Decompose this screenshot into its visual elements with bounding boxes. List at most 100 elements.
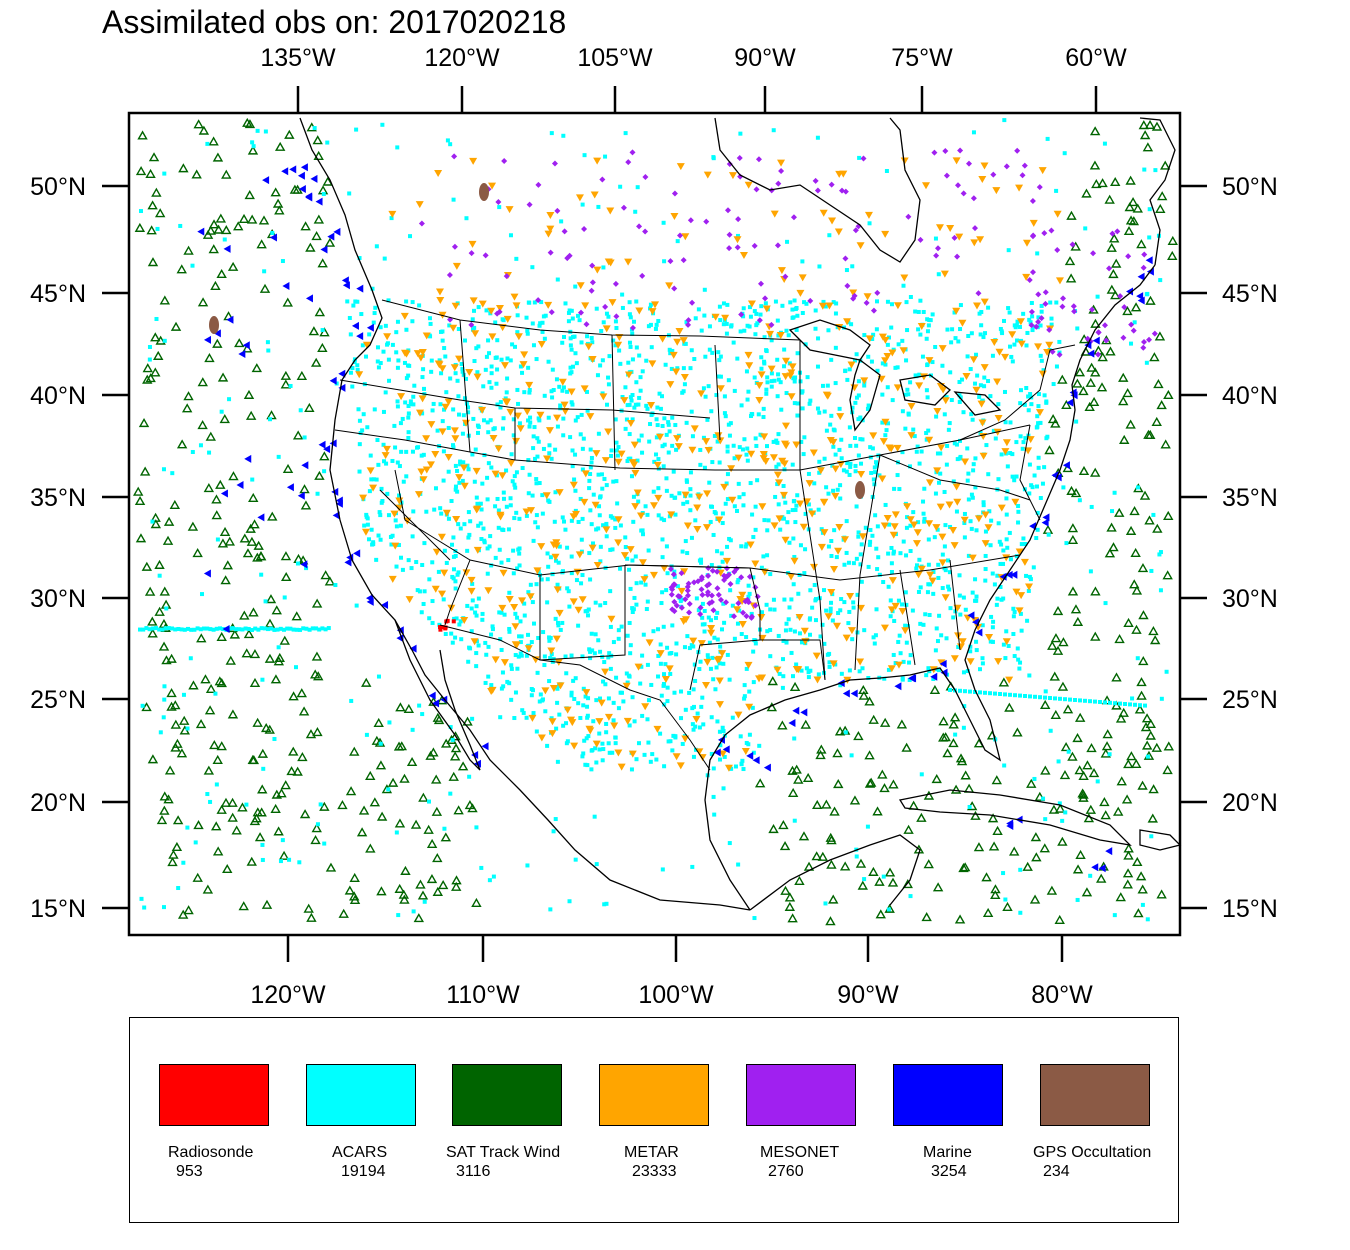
acars-point: [411, 909, 416, 914]
acars-point: [712, 433, 717, 438]
acars-point: [723, 501, 728, 506]
acars-point: [875, 567, 880, 572]
mesonet-point: [1003, 163, 1010, 170]
acars-point: [549, 716, 554, 721]
acars-point: [973, 381, 978, 386]
metar-point: [661, 675, 670, 683]
sat-track-wind-point: [241, 648, 252, 658]
sat-track-wind-point: [887, 877, 899, 887]
acars-point: [825, 383, 830, 388]
acars-point: [808, 588, 813, 593]
marine-point: [238, 350, 246, 359]
acars-point: [578, 715, 583, 720]
acars-point: [908, 523, 913, 528]
metar-point: [615, 334, 624, 342]
sat-track-wind-point: [215, 213, 227, 223]
sat-track-wind-point: [1050, 418, 1061, 428]
metar-point: [359, 494, 368, 502]
mesonet-point: [677, 232, 684, 239]
acars-point: [176, 886, 181, 891]
acars-point: [966, 497, 971, 502]
acars-point: [707, 347, 712, 352]
metar-point: [650, 502, 659, 510]
acars-point: [568, 365, 573, 370]
acars-point: [1004, 629, 1009, 634]
acars-point: [732, 636, 737, 641]
acars-point: [278, 859, 283, 864]
acars-point: [190, 449, 195, 454]
acars-point: [800, 406, 805, 411]
acars-point: [435, 428, 440, 433]
acars-point: [744, 542, 749, 547]
sat-track-wind-point: [833, 778, 844, 789]
acars-point: [1095, 779, 1100, 784]
acars-point: [618, 184, 623, 189]
acars-point: [442, 548, 447, 553]
acars-point: [611, 338, 616, 343]
acars-point: [530, 600, 535, 605]
acars-point: [736, 481, 741, 486]
acars-point: [417, 589, 422, 594]
acars-point: [227, 397, 232, 402]
acars-point: [710, 655, 715, 660]
acars-point: [490, 627, 495, 632]
acars-point: [706, 615, 711, 620]
acars-point: [846, 621, 851, 626]
metar-point: [823, 392, 832, 400]
metar-point: [926, 571, 935, 579]
sat-track-wind-point: [1097, 352, 1108, 362]
metar-point: [887, 606, 896, 614]
acars-point: [678, 599, 683, 604]
metar-point: [514, 333, 523, 341]
acars-point: [430, 408, 435, 413]
mesonet-point: [494, 310, 501, 317]
mesonet-point: [1056, 351, 1063, 358]
metar-point: [400, 349, 409, 357]
acars-point: [944, 636, 949, 641]
mesonet-point: [578, 309, 585, 316]
sat-track-wind-point: [1130, 302, 1142, 312]
metar-point: [670, 212, 679, 220]
metar-point: [881, 230, 890, 238]
marine-point: [1087, 349, 1095, 358]
mesonet-point: [943, 172, 950, 179]
acars-point: [1028, 392, 1033, 397]
acars-point: [721, 322, 726, 327]
acars-point: [794, 327, 799, 332]
acars-point: [230, 626, 235, 631]
sat-track-wind-point: [208, 136, 219, 146]
mesonet-point: [673, 602, 680, 609]
acars-point: [383, 323, 388, 328]
acars-point: [604, 534, 609, 539]
acars-point: [711, 794, 716, 799]
acars-point: [656, 513, 661, 518]
sat-track-wind-point: [373, 717, 384, 728]
acars-point: [526, 418, 531, 423]
acars-point: [262, 626, 267, 631]
metar-point: [442, 509, 451, 517]
mesonet-point: [495, 198, 502, 205]
gps-occultation-point: [479, 183, 489, 201]
acars-point: [466, 510, 471, 515]
sat-track-wind-point: [960, 770, 971, 780]
sat-track-wind-point: [1057, 681, 1069, 691]
acars-point: [453, 484, 458, 489]
acars-point: [453, 586, 458, 591]
metar-point: [865, 335, 874, 343]
acars-point: [374, 244, 379, 249]
metar-point: [431, 451, 440, 459]
acars-point: [957, 573, 962, 578]
acars-point: [1009, 354, 1014, 359]
mesonet-point: [726, 160, 733, 167]
legend-swatch-acars: [306, 1064, 416, 1126]
acars-point: [253, 626, 258, 631]
metar-point: [432, 548, 441, 556]
mesonet-point: [1070, 303, 1077, 310]
acars-point: [406, 411, 411, 416]
acars-point: [662, 442, 667, 447]
acars-point: [805, 375, 810, 380]
acars-point: [815, 364, 820, 369]
sat-track-wind-point: [395, 702, 406, 712]
acars-point: [564, 741, 569, 746]
sat-track-wind-point: [1049, 671, 1060, 681]
